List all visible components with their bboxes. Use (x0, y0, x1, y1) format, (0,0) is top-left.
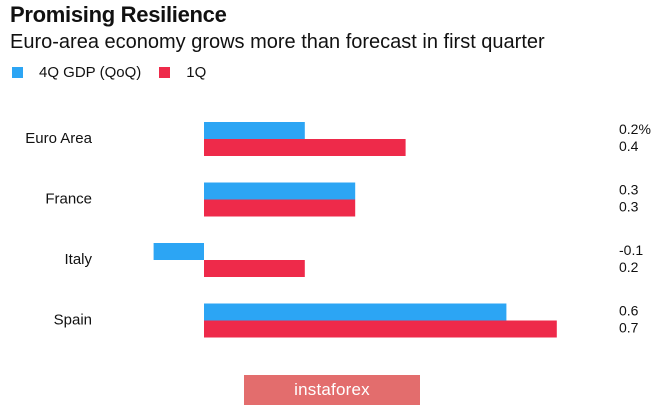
bar-france-series-1 (204, 182, 356, 200)
chart-title: Promising Resilience (10, 2, 227, 27)
watermark-logo: instaforex (244, 375, 420, 405)
category-label-spain: Spain (54, 311, 92, 328)
legend-item-series-2: 1Q (159, 64, 206, 81)
bar-euro-area-series-2 (204, 139, 406, 156)
value-label-euro-area-series-1: 0.2% (619, 121, 651, 137)
value-label-euro-area-series-2: 0.4 (619, 138, 639, 154)
value-label-spain-series-2: 0.7 (619, 320, 639, 336)
value-label-france-series-2: 0.3 (619, 199, 639, 215)
chart-subtitle: Euro-area economy grows more than foreca… (10, 31, 545, 53)
legend-item-series-1: 4Q GDP (QoQ) (12, 64, 141, 81)
bar-spain-series-1 (204, 303, 507, 321)
legend-label-series-1: 4Q GDP (QoQ) (39, 64, 142, 81)
bar-italy-series-1 (153, 243, 204, 260)
category-label-italy: Italy (64, 251, 92, 268)
value-label-italy-series-1: -0.1 (619, 242, 643, 258)
value-label-spain-series-1: 0.6 (619, 303, 639, 319)
bar-france-series-2 (204, 199, 356, 217)
legend-swatch-series-1 (12, 67, 23, 78)
legend: 4Q GDP (QoQ) 1Q (12, 64, 224, 81)
bar-euro-area-series-1 (204, 122, 305, 139)
value-label-italy-series-2: 0.2 (619, 259, 639, 275)
bar-spain-series-2 (204, 320, 557, 338)
bar-italy-series-2 (204, 260, 305, 277)
legend-label-series-2: 1Q (186, 64, 207, 81)
category-label-euro-area: Euro Area (25, 130, 92, 147)
value-label-france-series-1: 0.3 (619, 182, 639, 198)
legend-swatch-series-2 (159, 67, 171, 78)
category-label-france: France (45, 190, 92, 207)
